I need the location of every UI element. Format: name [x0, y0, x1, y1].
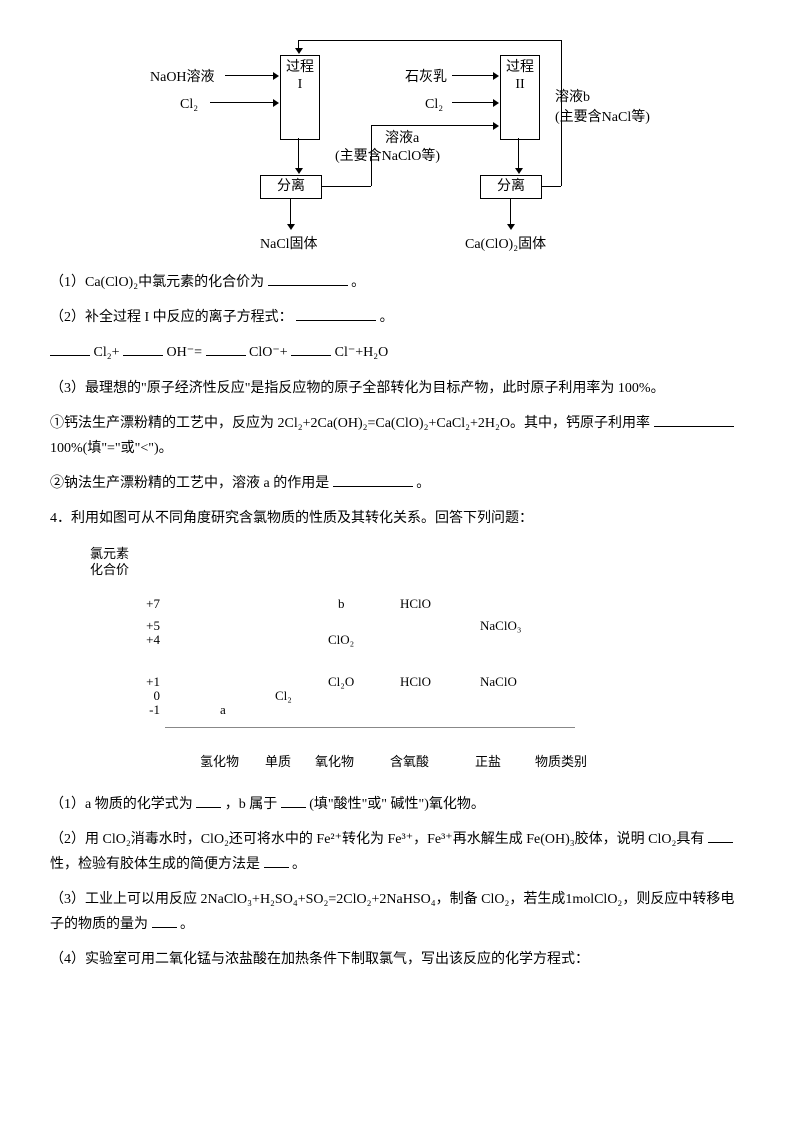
q4-2: （2）用 ClO₂消毒水时，ClO₂还可将水中的 Fe²⁺转化为 Fe³⁺，Fe…: [50, 827, 744, 877]
chart-item: Cl₂O: [328, 670, 354, 693]
q4-1-blank1: [196, 793, 221, 808]
y-tick: -1: [130, 698, 160, 721]
eq-c: ClO⁻+: [249, 345, 288, 360]
chart-item: b: [338, 592, 345, 615]
q4-2-blank2: [264, 853, 289, 868]
eq-a: Cl₂+: [94, 345, 120, 360]
input-cl2-2: Cl₂: [425, 92, 443, 117]
q3-2-blank: [333, 472, 413, 487]
arrow: [290, 198, 291, 228]
q2-end: 。: [380, 310, 394, 325]
x-label: 物质类别: [535, 750, 587, 773]
chart-item: Cl₂: [275, 684, 292, 707]
chart-item: HClO: [400, 670, 431, 693]
input-cl2-1: Cl₂: [180, 92, 198, 117]
chart-item: ClO₂: [328, 628, 354, 651]
line: [561, 40, 562, 186]
q3-1: ①钙法生产漂粉精的工艺中，反应为 2Cl₂+2Ca(OH)₂=Ca(ClO)₂+…: [50, 411, 744, 461]
q2-text: （2）补全过程 I 中反应的离子方程式：: [50, 310, 293, 325]
q3-1-blank: [654, 412, 734, 427]
line: [298, 40, 561, 41]
q4-2b: 性，检验有胶体生成的简便方法是: [50, 857, 260, 872]
process-2-box: 过程II: [500, 55, 540, 140]
arrow: [225, 75, 277, 76]
y-title2: 化合价: [90, 558, 129, 581]
process-flowchart: 过程I 过程II NaOH溶液 Cl₂ 石灰乳 Cl₂ 溶液b (主要含NaCl…: [150, 30, 710, 260]
q4-4: （4）实验室可用二氧化锰与浓盐酸在加热条件下制取氯气，写出该反应的化学方程式：: [50, 947, 744, 972]
chart-item: HClO: [400, 592, 431, 615]
x-label: 氧化物: [315, 750, 354, 773]
process-1-text: 过程I: [286, 60, 314, 92]
arrow: [298, 138, 299, 172]
eq-d: Cl⁻+H₂O: [335, 345, 389, 360]
x-label: 氢化物: [200, 750, 239, 773]
process-2-text: 过程II: [506, 60, 534, 92]
q1-end: 。: [351, 275, 365, 290]
arrow: [510, 198, 511, 228]
q4-1c: (填"酸性"或" 碱性")氧化物。: [309, 797, 485, 812]
output-nacl: NaCl固体: [260, 232, 318, 257]
q3-2: ②钠法生产漂粉精的工艺中，溶液 a 的作用是 。: [50, 471, 744, 496]
x-label: 含氧酸: [390, 750, 429, 773]
arrow: [452, 75, 497, 76]
q4-1a: （1）a 物质的化学式为: [50, 797, 193, 812]
q4-2-blank1: [708, 828, 733, 843]
line: [541, 186, 561, 187]
solution-b-note: (主要含NaCl等): [555, 105, 650, 130]
q1-text: （1）Ca(ClO)₂中氯元素的化合价为: [50, 275, 264, 290]
q2-blank: [296, 306, 376, 321]
solution-a-note: (主要含NaClO等): [335, 144, 440, 169]
input-lime: 石灰乳: [405, 65, 447, 90]
separate-1-box: 分离: [260, 175, 322, 199]
q2: （2）补全过程 I 中反应的离子方程式： 。: [50, 305, 744, 330]
q2-equation: Cl₂+ OH⁻= ClO⁻+ Cl⁻+H₂O: [50, 340, 744, 365]
eq-blank: [123, 341, 163, 356]
q3-2-end: 。: [416, 476, 430, 491]
separate-2: 分离: [497, 179, 525, 194]
q1: （1）Ca(ClO)₂中氯元素的化合价为 。: [50, 270, 744, 295]
q4-1b: ，b 属于: [225, 797, 278, 812]
q4-3-blank: [152, 913, 177, 928]
chart-item: a: [220, 698, 226, 721]
separate-1: 分离: [277, 179, 305, 194]
y-tick: +7: [130, 592, 160, 615]
arrow: [210, 102, 277, 103]
process-1-box: 过程I: [280, 55, 320, 140]
chart-item: NaClO₃: [480, 614, 521, 637]
x-axis: [165, 727, 575, 728]
q4: 4．利用如图可从不同角度研究含氯物质的性质及其转化关系。回答下列问题：: [50, 506, 744, 531]
q3-2-text: ②钠法生产漂粉精的工艺中，溶液 a 的作用是: [50, 476, 329, 491]
chart-item: NaClO: [480, 670, 517, 693]
eq-b: OH⁻=: [167, 345, 203, 360]
q3: （3）最理想的"原子经济性反应"是指反应物的原子全部转化为目标产物，此时原子利用…: [50, 376, 744, 401]
eq-blank: [50, 341, 90, 356]
x-label: 正盐: [475, 750, 501, 773]
q3-1-end: 100%(填"="或"<")。: [50, 441, 173, 456]
q4-3: （3）工业上可以用反应 2NaClO₃+H₂SO₄+SO₂=2ClO₂+2NaH…: [50, 887, 744, 937]
eq-blank: [291, 341, 331, 356]
arrow: [518, 138, 519, 172]
separate-2-box: 分离: [480, 175, 542, 199]
eq-blank: [206, 341, 246, 356]
q4-2a: （2）用 ClO₂消毒水时，ClO₂还可将水中的 Fe²⁺转化为 Fe³⁺，Fe…: [50, 832, 704, 847]
y-tick: +4: [130, 628, 160, 651]
output-caclo: Ca(ClO)₂固体: [465, 232, 546, 257]
q3-1-text: ①钙法生产漂粉精的工艺中，反应为 2Cl₂+2Ca(OH)₂=Ca(ClO)₂+…: [50, 416, 650, 431]
q4-3b: 。: [180, 917, 194, 932]
q4-1-blank2: [281, 793, 306, 808]
arrow: [452, 102, 497, 103]
valence-chart: 氯元素 化合价 +7+5+4+10-1 bHClONaClO₃ClO₂Cl₂OH…: [90, 542, 620, 782]
q1-blank: [268, 271, 348, 286]
x-label: 单质: [265, 750, 291, 773]
q4-2c: 。: [292, 857, 306, 872]
arrow: [298, 40, 299, 52]
input-naoh: NaOH溶液: [150, 65, 215, 90]
line: [321, 186, 371, 187]
q4-1: （1）a 物质的化学式为 ，b 属于 (填"酸性"或" 碱性")氧化物。: [50, 792, 744, 817]
